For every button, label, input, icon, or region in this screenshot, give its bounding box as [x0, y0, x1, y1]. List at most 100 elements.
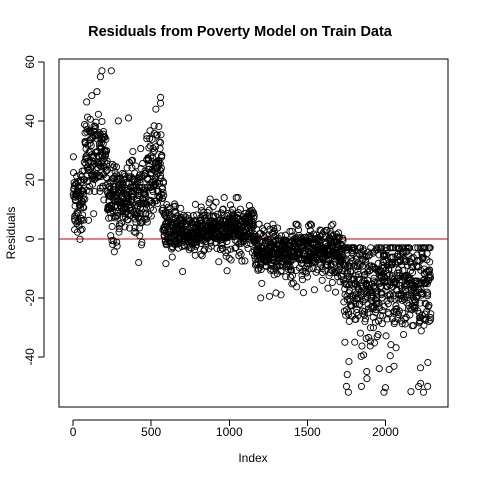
data-point: [392, 344, 400, 352]
data-point: [395, 307, 403, 315]
data-point: [401, 315, 409, 323]
data-point: [90, 210, 98, 218]
data-point: [266, 266, 274, 274]
data-point: [277, 291, 285, 299]
chart-title: Residuals from Poverty Model on Train Da…: [88, 24, 393, 40]
data-point: [424, 382, 432, 390]
data-point: [225, 254, 233, 262]
y-tick-label: -40: [23, 348, 37, 366]
data-point: [95, 129, 103, 137]
data-point: [198, 252, 206, 260]
data-point: [390, 292, 398, 300]
data-point: [98, 152, 106, 160]
data-point: [109, 182, 117, 190]
data-point: [149, 149, 157, 157]
data-point: [137, 145, 145, 153]
data-point: [205, 206, 213, 214]
data-point: [344, 388, 352, 396]
data-point: [76, 171, 84, 179]
data-point: [178, 215, 186, 223]
y-tick-label: -20: [23, 289, 37, 307]
data-point: [156, 99, 165, 107]
data-point: [370, 277, 378, 285]
data-point: [114, 117, 122, 125]
data-point: [387, 341, 395, 349]
data-point: [358, 342, 366, 350]
data-point: [136, 175, 144, 184]
data-point: [294, 221, 302, 229]
data-point: [131, 224, 139, 232]
data-point: [191, 200, 199, 208]
data-point: [131, 162, 140, 170]
data-point: [386, 291, 394, 299]
data-point: [371, 318, 379, 326]
data-point: [424, 358, 432, 367]
data-point: [335, 229, 343, 237]
data-point: [419, 290, 427, 298]
data-point: [141, 190, 149, 198]
data-point: [135, 258, 143, 267]
data-point: [205, 199, 213, 207]
data-point: [423, 307, 431, 316]
data-point: [400, 331, 408, 339]
data-point: [386, 271, 394, 279]
data-point: [128, 156, 136, 164]
data-point: [223, 267, 231, 275]
data-point: [288, 227, 296, 235]
data-point: [328, 278, 336, 287]
data-point: [424, 290, 432, 298]
data-point: [91, 123, 99, 131]
data-point: [91, 125, 99, 133]
data-point: [189, 211, 197, 220]
data-point: [426, 244, 434, 252]
data-point: [96, 73, 104, 81]
data-point: [399, 309, 407, 317]
data-point: [390, 362, 398, 370]
data-point: [413, 251, 421, 259]
data-point: [427, 314, 435, 322]
data-point: [126, 224, 134, 232]
data-point: [162, 260, 170, 268]
data-point: [378, 289, 386, 297]
data-point: [343, 306, 351, 314]
data-point: [419, 388, 428, 396]
data-point: [364, 309, 372, 317]
data-point: [145, 210, 153, 218]
data-point: [420, 321, 428, 329]
data-point: [378, 320, 386, 328]
data-point: [277, 266, 285, 275]
data-point: [305, 222, 313, 230]
data-point: [109, 240, 117, 249]
data-point: [361, 315, 369, 323]
data-point: [91, 187, 99, 196]
data-point: [96, 171, 104, 179]
data-point: [152, 105, 160, 113]
data-point: [407, 388, 415, 396]
data-point: [94, 110, 102, 118]
data-point: [209, 203, 217, 211]
data-point: [380, 303, 388, 311]
data-point: [329, 220, 337, 228]
data-point: [257, 294, 265, 302]
data-point: [425, 317, 433, 325]
data-point: [373, 290, 381, 298]
data-point: [417, 379, 425, 387]
data-point: [416, 364, 425, 372]
data-point: [395, 311, 403, 319]
data-point: [350, 275, 358, 283]
data-point: [143, 218, 151, 226]
data-point: [138, 238, 146, 246]
data-point: [270, 224, 278, 232]
data-point: [363, 375, 371, 383]
data-point: [179, 211, 188, 219]
data-point: [367, 324, 375, 332]
data-point: [286, 273, 294, 281]
data-point: [270, 271, 278, 279]
x-axis-label: Index: [238, 451, 267, 465]
data-point: [343, 371, 351, 379]
data-point: [177, 204, 185, 212]
data-point: [409, 322, 417, 330]
data-point: [143, 135, 151, 143]
data-point: [86, 115, 94, 123]
